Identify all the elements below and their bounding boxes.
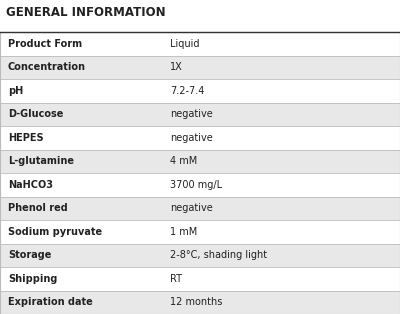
Text: RT: RT <box>170 274 182 284</box>
Bar <box>160 102 400 126</box>
Bar <box>160 32 400 56</box>
Bar <box>160 173 400 197</box>
Bar <box>0 32 400 314</box>
Text: Shipping: Shipping <box>8 274 57 284</box>
Bar <box>160 126 400 149</box>
Bar <box>160 149 400 173</box>
Bar <box>160 56 400 79</box>
Text: negative: negative <box>170 203 213 213</box>
Bar <box>0 102 160 126</box>
Bar <box>0 79 160 102</box>
Text: L-glutamine: L-glutamine <box>8 156 74 166</box>
Text: D-Glucose: D-Glucose <box>8 109 63 119</box>
Bar <box>0 267 160 290</box>
Text: 12 months: 12 months <box>170 297 222 307</box>
Text: pH: pH <box>8 86 23 96</box>
Text: Liquid: Liquid <box>170 39 200 49</box>
Text: Concentration: Concentration <box>8 62 86 72</box>
Bar <box>160 79 400 102</box>
Text: Sodium pyruvate: Sodium pyruvate <box>8 227 102 237</box>
Bar <box>0 290 160 314</box>
Text: 7.2-7.4: 7.2-7.4 <box>170 86 204 96</box>
Text: negative: negative <box>170 133 213 143</box>
Text: NaHCO3: NaHCO3 <box>8 180 53 190</box>
Text: 4 mM: 4 mM <box>170 156 197 166</box>
Text: Expiration date: Expiration date <box>8 297 93 307</box>
Bar <box>0 197 160 220</box>
Bar <box>0 173 160 197</box>
Text: 3700 mg/L: 3700 mg/L <box>170 180 222 190</box>
Text: GENERAL INFORMATION: GENERAL INFORMATION <box>6 6 166 19</box>
Text: 1 mM: 1 mM <box>170 227 197 237</box>
Bar <box>0 126 160 149</box>
Bar <box>160 197 400 220</box>
Bar <box>0 32 160 56</box>
Bar <box>160 290 400 314</box>
Bar <box>0 149 160 173</box>
Text: 1X: 1X <box>170 62 183 72</box>
Bar <box>160 267 400 290</box>
Text: Product Form: Product Form <box>8 39 82 49</box>
Bar <box>0 220 160 243</box>
Bar <box>160 243 400 267</box>
Text: negative: negative <box>170 109 213 119</box>
Text: 2-8°C, shading light: 2-8°C, shading light <box>170 250 267 260</box>
Bar <box>0 243 160 267</box>
Bar <box>0 56 160 79</box>
Bar <box>160 220 400 243</box>
Text: Storage: Storage <box>8 250 51 260</box>
Text: Phenol red: Phenol red <box>8 203 68 213</box>
Text: HEPES: HEPES <box>8 133 44 143</box>
